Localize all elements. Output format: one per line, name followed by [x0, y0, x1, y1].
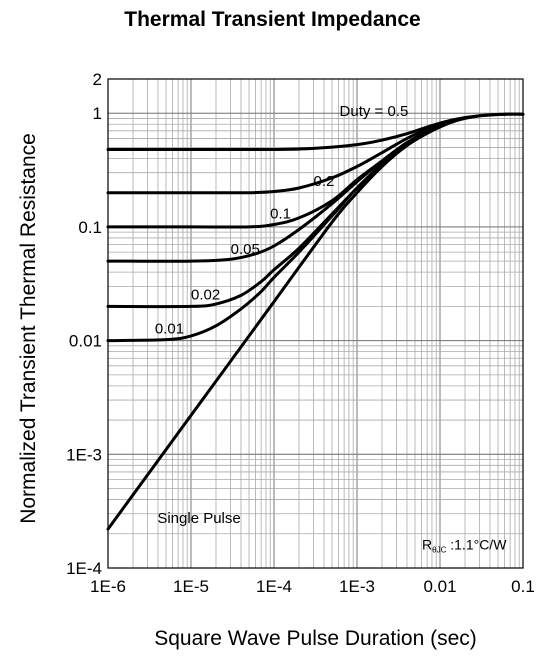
plot-frame	[107, 78, 524, 569]
series-line	[106, 114, 482, 195]
y-tick-label: 0.01	[69, 332, 102, 351]
series-labels: Duty = 0.5 0.2 0.1 0.05 0.02 0.01 Single Pulse	[155, 103, 408, 527]
series-label: 0.05	[231, 241, 260, 258]
x-tick-label: 1E-5	[173, 577, 209, 596]
x-tick-label: 1E-3	[339, 577, 375, 596]
y-tick-label: 1E-4	[66, 559, 102, 578]
series-label: 0.01	[155, 321, 184, 338]
grid	[107, 78, 524, 569]
series-line	[106, 112, 525, 531]
y-axis-title: Normalized Transient Thermal Resistance	[17, 133, 40, 524]
tick-labels: 1E-6 1E-5 1E-4 1E-3 0.01 0.1 1E-4 1E-3 0.01 0.1 1 2	[66, 70, 535, 596]
y-tick-label: 1E-3	[66, 445, 102, 464]
x-tick-label: 0.1	[511, 577, 535, 596]
y-tick-label: 2	[93, 70, 102, 89]
series-label: Single Pulse	[157, 510, 240, 527]
annotations: RθJC :1.1°C/W	[422, 537, 507, 555]
series-label: 0.1	[270, 206, 291, 223]
series-lines	[106, 112, 525, 531]
y-tick-label: 0.1	[78, 218, 102, 237]
x-tick-label: 0.01	[423, 577, 456, 596]
chart-title: Thermal Transient Impedance	[124, 8, 421, 31]
series-label: 0.2	[314, 173, 335, 190]
series-line	[106, 127, 434, 263]
rthjc-annotation: RθJC :1.1°C/W	[422, 537, 507, 555]
y-tick-label: 1	[93, 104, 102, 123]
series-label: Duty = 0.5	[340, 103, 409, 120]
series-label: 0.02	[191, 286, 220, 303]
series-line	[106, 163, 384, 343]
x-axis-title: Square Wave Pulse Duration (sec)	[154, 627, 477, 650]
x-tick-label: 1E-4	[256, 577, 292, 596]
x-tick-label: 1E-6	[90, 577, 126, 596]
